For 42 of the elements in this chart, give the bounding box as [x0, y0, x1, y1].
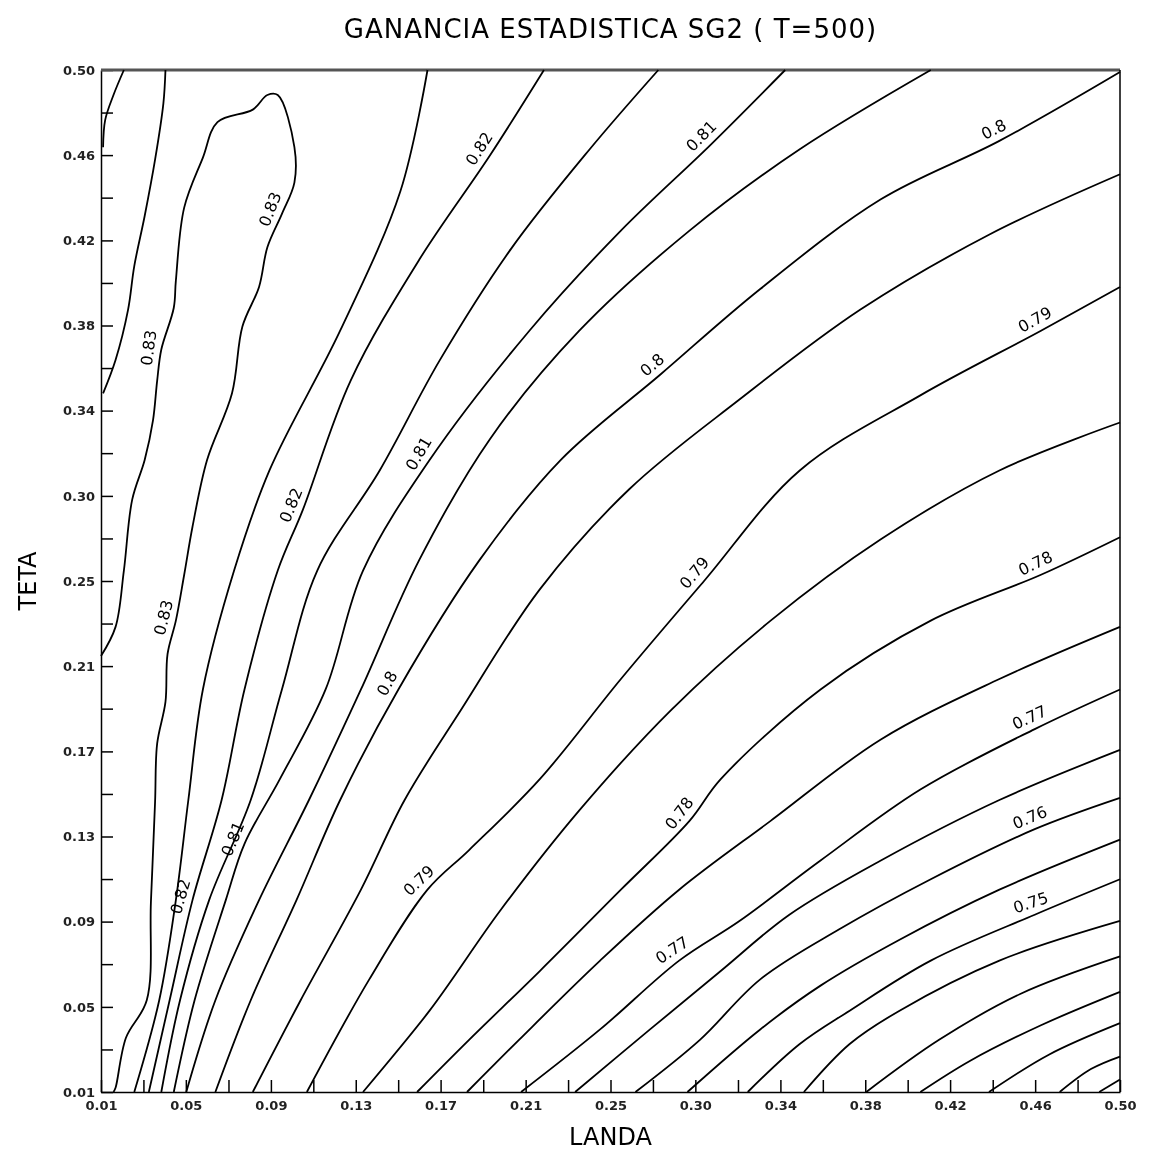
y-tick-label: 0.46 [62, 147, 95, 163]
y-tick-label: 0.42 [62, 233, 95, 249]
y-tick-label: 0.17 [62, 744, 95, 760]
y-tick-label: 0.38 [62, 318, 95, 334]
annotation: 0.83 [136, 328, 161, 367]
x-tick-label: 0.30 [679, 1097, 712, 1113]
chart-title: GANANCIA ESTADISTICA SG2 ( T=500) [343, 14, 878, 44]
annotation: 0.75 [1010, 888, 1051, 918]
annotation: 0.8 [978, 115, 1010, 144]
annotation: 0.83 [150, 597, 178, 638]
y-axis-title: TETA [14, 550, 42, 612]
y-tick-label: 0.50 [62, 62, 95, 78]
x-tick-label: 0.09 [255, 1097, 288, 1113]
y-tick-label: 0.25 [62, 573, 95, 589]
x-tick-label: 0.42 [934, 1097, 967, 1113]
x-tick-label: 0.50 [1104, 1097, 1137, 1113]
x-tick-label: 0.01 [85, 1097, 118, 1113]
y-tick-label: 0.01 [62, 1084, 95, 1100]
annotation: 0.76 [1009, 801, 1050, 834]
y-tick-label: 0.21 [62, 658, 95, 674]
annotation: 0.8 [636, 349, 668, 381]
annotation: 0.8 [372, 667, 402, 700]
annotation: 0.82 [275, 485, 307, 526]
x-tick-label: 0.25 [594, 1097, 628, 1113]
x-tick-label: 0.17 [425, 1097, 458, 1113]
y-tick-label: 0.30 [62, 488, 95, 504]
annotation: 0.78 [1015, 547, 1056, 580]
y-tick-label: 0.05 [62, 999, 95, 1015]
annotation: 0.77 [652, 932, 693, 968]
annotation: 0.79 [1014, 302, 1055, 337]
x-tick-label: 0.21 [510, 1097, 543, 1113]
y-tick-label: 0.13 [62, 829, 95, 845]
x-tick-label: 0.05 [170, 1097, 203, 1113]
annotation: 0.77 [1009, 701, 1050, 734]
x-tick-label: 0.34 [764, 1097, 797, 1113]
annotation: 0.83 [254, 189, 286, 230]
y-tick-label: 0.09 [62, 914, 95, 930]
y-tick-label: 0.34 [62, 403, 95, 419]
x-tick-label: 0.13 [340, 1097, 373, 1113]
x-tick-label: 0.46 [1019, 1097, 1052, 1113]
x-tick-label: 0.38 [849, 1097, 882, 1113]
x-axis-title: LANDA [569, 1123, 653, 1151]
